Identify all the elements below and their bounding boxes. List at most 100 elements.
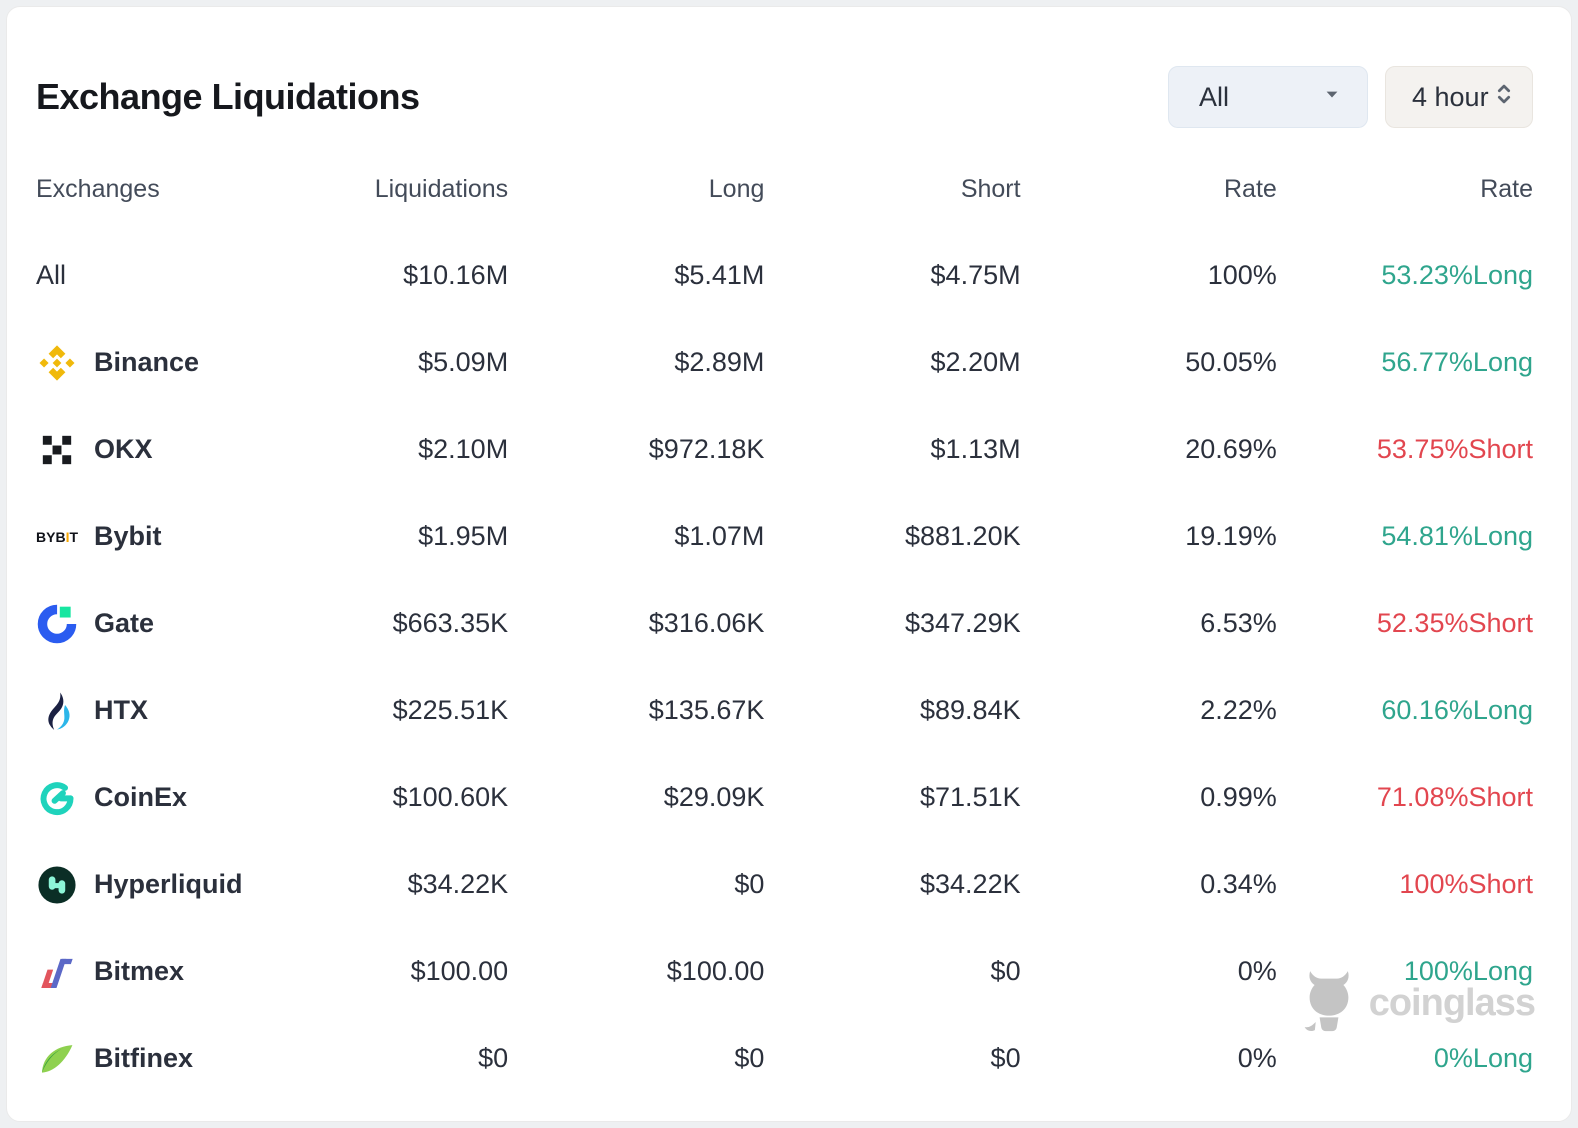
htx-icon [36,690,78,732]
short-value: $89.84K [920,695,1021,725]
card-header: Exchange Liquidations All 4 hour [36,65,1533,129]
table-row[interactable]: HTX $225.51K $135.67K $89.84K 2.22% 60.1… [36,667,1533,754]
liquidations-value: $663.35K [392,608,509,638]
hyperliquid-icon [36,864,78,906]
up-down-stepper-icon [1490,79,1518,116]
rate-value: 0% [1237,956,1277,986]
long-value: $316.06K [648,608,765,638]
exchange-cell: Hyperliquid [36,864,252,906]
table-body: All $10.16M $5.41M $4.75M 100% 53.23%Lon… [36,232,1533,1102]
table-row[interactable]: All $10.16M $5.41M $4.75M 100% 53.23%Lon… [36,232,1533,319]
exchange-cell: HTX [36,690,252,732]
exchange-cell: Bitfinex [36,1038,252,1080]
column-header-short: Short [960,174,1021,203]
table-row[interactable]: Hyperliquid $34.22K $0 $34.22K 0.34% 100… [36,841,1533,928]
filters: All 4 hour [1168,66,1533,128]
long-value: $2.89M [674,347,765,377]
rate-value: 6.53% [1200,608,1277,638]
liquidations-value: $5.09M [418,347,509,377]
exchange-cell: CoinEx [36,777,252,819]
time-interval-value: 4 hour [1412,81,1489,112]
exchange-cell: OKX [36,429,252,471]
chevron-down-icon [1319,81,1345,114]
gate-icon [36,603,78,645]
long-value: $0 [734,869,765,899]
long-short-rate-value: 53.23%Long [1381,260,1533,290]
long-short-rate-value: 56.77%Long [1381,347,1533,377]
short-value: $0 [990,1043,1021,1073]
liquidations-value: $100.60K [392,782,509,812]
long-short-rate-value: 100%Long [1403,956,1533,986]
exchange-name: Bitmex [94,956,185,986]
exchange-cell: BYBIT Bybit [36,516,252,558]
liquidations-value: $10.16M [403,260,509,290]
liquidations-value: $2.10M [418,434,509,464]
long-short-rate-value: 54.81%Long [1381,521,1533,551]
exchange-cell: Binance [36,342,252,384]
long-value: $972.18K [648,434,765,464]
exchange-filter-value: All [1199,81,1230,112]
table-row[interactable]: Gate $663.35K $316.06K $347.29K 6.53% 52… [36,580,1533,667]
exchange-name: Bybit [94,521,162,551]
table-row[interactable]: OKX $2.10M $972.18K $1.13M 20.69% 53.75%… [36,406,1533,493]
long-value: $1.07M [674,521,765,551]
exchange-filter-select[interactable]: All [1168,66,1368,128]
bitfinex-icon [36,1038,78,1080]
long-short-rate-value: 60.16%Long [1381,695,1533,725]
long-value: $0 [734,1043,765,1073]
long-short-rate-value: 71.08%Short [1376,782,1533,812]
short-value: $71.51K [920,782,1021,812]
rate-value: 19.19% [1185,521,1277,551]
liquidations-value: $225.51K [392,695,509,725]
long-value: $100.00 [666,956,765,986]
short-value: $1.13M [930,434,1021,464]
okx-icon [36,429,78,471]
column-header-rate: Rate [1223,174,1277,203]
exchange-name: HTX [94,695,148,725]
table-row[interactable]: CoinEx $100.60K $29.09K $71.51K 0.99% 71… [36,754,1533,841]
exchange-name: Hyperliquid [94,869,243,899]
long-value: $5.41M [674,260,765,290]
short-value: $347.29K [904,608,1021,638]
exchange-cell: All [36,260,252,291]
rate-value: 100% [1207,260,1277,290]
bybit-icon: BYBIT [36,528,79,545]
liquidations-value: $100.00 [410,956,509,986]
exchange-name: Gate [94,608,155,638]
exchange-name: Binance [94,347,200,377]
table-row[interactable]: BYBIT Bybit $1.95M $1.07M $881.20K 19.19… [36,493,1533,580]
rate-value: 0.34% [1200,869,1277,899]
short-value: $2.20M [930,347,1021,377]
exchange-cell: Gate [36,603,252,645]
bitmex-icon [36,951,78,993]
short-value: $881.20K [904,521,1021,551]
time-interval-select[interactable]: 4 hour [1385,66,1533,128]
long-short-rate-value: 0%Long [1433,1043,1533,1073]
table-header-row: Exchanges Liquidations Long Short Rate R… [36,159,1533,219]
rate-value: 0% [1237,1043,1277,1073]
column-header-liquidations: Liquidations [374,174,509,203]
column-header-long-short-rate: Rate [1480,174,1533,203]
exchange-name: Bitfinex [94,1043,194,1073]
table-row[interactable]: Binance $5.09M $2.89M $2.20M 50.05% 56.7… [36,319,1533,406]
liquidations-value: $1.95M [418,521,509,551]
column-header-long: Long [708,174,765,203]
rate-value: 2.22% [1200,695,1277,725]
exchange-liquidations-card: Exchange Liquidations All 4 hour Exchang… [6,6,1572,1122]
rate-value: 50.05% [1185,347,1277,377]
column-header-exchanges: Exchanges [36,174,160,203]
liquidations-table: Exchanges Liquidations Long Short Rate R… [36,159,1533,1102]
table-row[interactable]: Bitmex $100.00 $100.00 $0 0% 100%Long [36,928,1533,1015]
table-row[interactable]: Bitfinex $0 $0 $0 0% 0%Long [36,1015,1533,1102]
binance-icon [36,342,78,384]
liquidations-value: $0 [478,1043,509,1073]
long-short-rate-value: 52.35%Short [1376,608,1533,638]
rate-value: 20.69% [1185,434,1277,464]
rate-value: 0.99% [1200,782,1277,812]
exchange-name: All [36,260,67,290]
long-value: $29.09K [663,782,765,812]
long-short-rate-value: 100%Short [1399,869,1533,899]
short-value: $0 [990,956,1021,986]
long-short-rate-value: 53.75%Short [1376,434,1533,464]
coinex-icon [36,777,78,819]
